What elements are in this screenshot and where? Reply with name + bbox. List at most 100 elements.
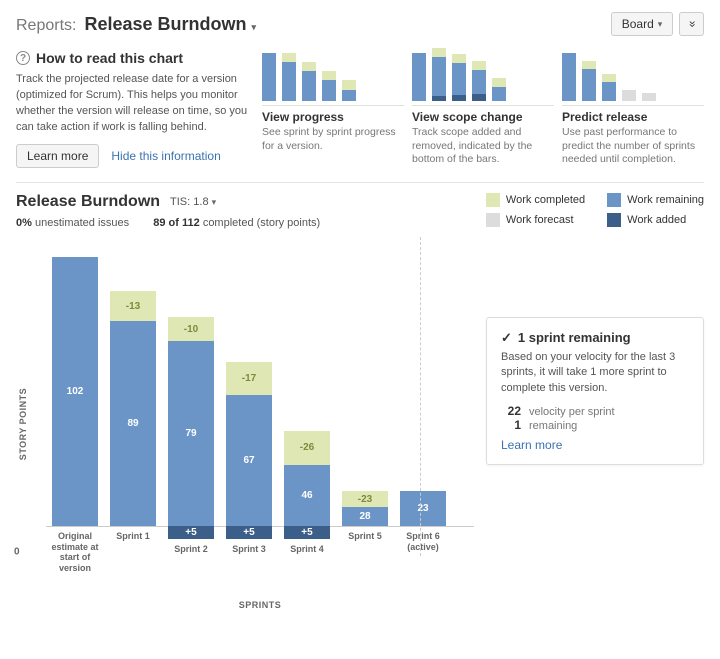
seg-remaining: 89: [110, 321, 156, 526]
bar-label: Sprint 5: [336, 529, 394, 574]
panel-title: View progress: [262, 110, 404, 124]
legend-forecast: Work forecast: [506, 214, 574, 226]
seg-completed: -17: [226, 362, 272, 395]
mini-bar: [582, 61, 596, 101]
collapse-icon: «: [685, 21, 699, 28]
bar-column: 23: [400, 237, 446, 526]
seg-remaining: 79: [168, 341, 214, 526]
version-picker[interactable]: TIS: 1.8 ▾: [170, 196, 216, 208]
mini-bar: [622, 90, 636, 101]
question-icon: ?: [16, 51, 30, 65]
forecast-body: Based on your velocity for the last 3 sp…: [501, 350, 689, 396]
panel-title: View scope change: [412, 110, 554, 124]
bar-label: Sprint 6 (active): [394, 529, 452, 574]
bar-column: 102: [52, 237, 98, 526]
seg-completed: -10: [168, 317, 214, 340]
mini-bar: [432, 48, 446, 101]
help-title: ? How to read this chart: [16, 50, 248, 66]
seg-remaining: 67: [226, 395, 272, 525]
seg-remaining: 46: [284, 465, 330, 526]
unestimated-label: unestimated issues: [35, 217, 129, 229]
bar-column: -1767+5: [226, 237, 272, 526]
mini-bar: [262, 53, 276, 101]
legend-remaining: Work remaining: [627, 194, 704, 206]
collapse-button[interactable]: «: [679, 12, 704, 36]
check-icon: ✓: [501, 330, 512, 346]
mini-bar: [452, 54, 466, 101]
legend-added: Work added: [627, 214, 686, 226]
mini-bar: [342, 80, 356, 101]
help-title-text: How to read this chart: [36, 50, 183, 66]
seg-completed: -23: [342, 491, 388, 506]
hide-info-link[interactable]: Hide this information: [111, 149, 220, 163]
tis-prefix: TIS:: [170, 196, 190, 208]
mini-bar: [562, 53, 576, 101]
chevron-down-icon: ▾: [658, 19, 663, 30]
swatch-remaining: [607, 193, 621, 207]
remaining-num: 1: [501, 418, 521, 432]
panel-desc: See sprint by sprint progress for a vers…: [262, 126, 404, 153]
y-tick-0: 0: [14, 546, 20, 557]
forecast-stats: 22velocity per sprint 1remaining: [501, 404, 689, 432]
velocity-num: 22: [501, 404, 521, 418]
chevron-down-icon: ▾: [212, 197, 217, 207]
report-stats: 0% unestimated issues 89 of 112 complete…: [16, 217, 320, 229]
mini-bar: [602, 74, 616, 101]
mini-chart: [562, 50, 704, 106]
seg-added: +5: [284, 526, 330, 539]
topbar: Reports: Release Burndown ▾ Board ▾ «: [16, 12, 704, 36]
seg-remaining: 28: [342, 507, 388, 526]
panel-title: Predict release: [562, 110, 704, 124]
forecast-card: ✓ 1 sprint remaining Based on your veloc…: [486, 317, 704, 465]
panel-desc: Track scope added and removed, indicated…: [412, 126, 554, 167]
mini-bar: [492, 78, 506, 101]
board-button-label: Board: [622, 17, 654, 31]
forecast-learn-more-link[interactable]: Learn more: [501, 438, 562, 452]
learn-more-button[interactable]: Learn more: [16, 144, 99, 168]
chart-legend: Work completed Work remaining Work forec…: [486, 193, 704, 227]
help-panel: View scope change Track scope added and r…: [412, 50, 554, 168]
mini-bar: [642, 93, 656, 101]
bar-column: -1389: [110, 237, 156, 526]
seg-remaining: 23: [400, 491, 446, 525]
bar-column: -2328: [342, 237, 388, 526]
mini-bar: [412, 53, 426, 101]
mini-bar: [302, 62, 316, 101]
seg-added: +5: [168, 526, 214, 539]
bar-label: Sprint 1: [104, 529, 162, 574]
chart-plot: 102 -1389 -1079+5 -1767+5 -2646+5 -2328 23: [46, 237, 474, 527]
seg-completed: -13: [110, 291, 156, 321]
swatch-added: [607, 213, 621, 227]
bar-column: -2646+5: [284, 237, 330, 526]
completed-count: 89 of 112: [153, 217, 199, 229]
section-divider: [16, 182, 704, 183]
seg-remaining: 102: [52, 257, 98, 526]
completed-label: completed (story points): [203, 217, 320, 229]
bar-column: -1079+5: [168, 237, 214, 526]
help-body: Track the projected release date for a v…: [16, 72, 248, 136]
help-panels: View progress See sprint by sprint progre…: [262, 50, 704, 168]
help-panel: View progress See sprint by sprint progre…: [262, 50, 404, 168]
breadcrumb-current[interactable]: Release Burndown ▾: [84, 14, 256, 35]
chevron-down-icon: ▾: [252, 22, 257, 32]
swatch-forecast: [486, 213, 500, 227]
x-axis-label: SPRINTS: [46, 600, 474, 610]
forecast-title: 1 sprint remaining: [518, 330, 631, 345]
forecast-divider: [420, 237, 421, 556]
breadcrumb-label: Reports:: [16, 17, 76, 35]
legend-completed: Work completed: [506, 194, 585, 206]
swatch-completed: [486, 193, 500, 207]
mini-chart: [412, 50, 554, 106]
mini-bar: [472, 61, 486, 101]
bar-label: Original estimate at start of version: [46, 529, 104, 574]
breadcrumb-current-text: Release Burndown: [84, 14, 246, 34]
velocity-label: velocity per sprint: [529, 406, 615, 418]
seg-completed: -26: [284, 431, 330, 465]
mini-bar: [282, 53, 296, 101]
help-panel: Predict release Use past performance to p…: [562, 50, 704, 168]
panel-desc: Use past performance to predict the numb…: [562, 126, 704, 167]
board-button[interactable]: Board ▾: [611, 12, 674, 36]
report-title-text: Release Burndown: [16, 193, 160, 211]
seg-added: +5: [226, 526, 272, 539]
unestimated-pct: 0%: [16, 217, 32, 229]
